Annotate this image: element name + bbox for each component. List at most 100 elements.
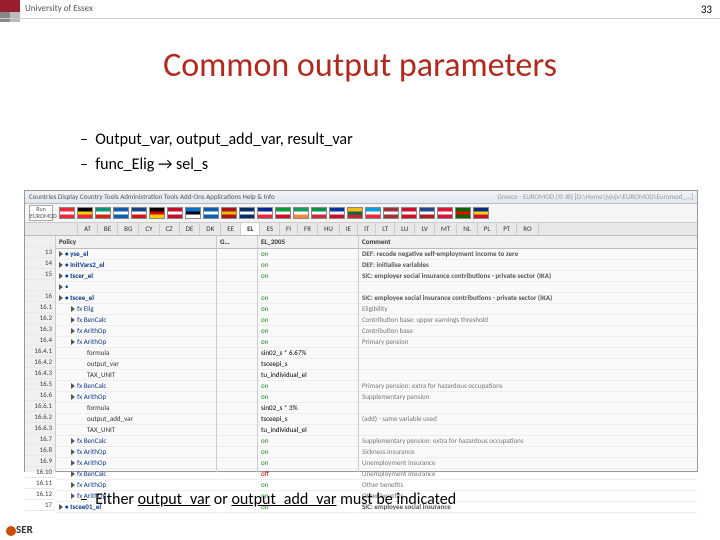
- country-tab[interactable]: IE: [340, 223, 358, 235]
- country-tab[interactable]: EE: [221, 223, 241, 235]
- policy-cell[interactable]: fx BenCalc: [56, 381, 216, 392]
- el-cell[interactable]: tu_individual_el: [258, 370, 358, 381]
- country-flag[interactable]: [347, 207, 363, 219]
- country-tab[interactable]: IT: [358, 223, 376, 235]
- el-cell[interactable]: on: [258, 381, 358, 392]
- country-tab[interactable]: LU: [395, 223, 415, 235]
- policy-cell[interactable]: fx ArithOp: [56, 326, 216, 337]
- country-flag[interactable]: [365, 207, 381, 219]
- policy-cell[interactable]: •: [56, 282, 216, 293]
- country-flag[interactable]: [455, 207, 471, 219]
- country-tab[interactable]: BE: [98, 223, 118, 235]
- country-tab[interactable]: FI: [280, 223, 298, 235]
- menubar-items[interactable]: Countries Display Country Tools Administ…: [29, 192, 275, 201]
- policy-cell[interactable]: fx BenCalc: [56, 315, 216, 326]
- country-tab[interactable]: LV: [415, 223, 434, 235]
- policy-cell[interactable]: fx ArithOp: [56, 337, 216, 348]
- country-tab[interactable]: FR: [298, 223, 318, 235]
- el-cell[interactable]: on: [258, 326, 358, 337]
- country-flag[interactable]: [113, 207, 129, 219]
- el-cell[interactable]: on: [258, 392, 358, 403]
- el-cell[interactable]: on: [258, 458, 358, 469]
- country-flag[interactable]: [59, 207, 75, 219]
- country-flag[interactable]: [203, 207, 219, 219]
- country-flag[interactable]: [77, 207, 93, 219]
- country-flag[interactable]: [149, 207, 165, 219]
- country-tab[interactable]: [65, 223, 78, 235]
- country-tab[interactable]: NL: [457, 223, 477, 235]
- el2005-column[interactable]: EL_2005 ononononononononsin02_s * 6.67%t…: [258, 236, 359, 472]
- el-cell[interactable]: on: [258, 260, 358, 271]
- country-flag[interactable]: [329, 207, 345, 219]
- country-tab[interactable]: RO: [517, 223, 538, 235]
- el-cell[interactable]: off: [258, 469, 358, 480]
- el-cell[interactable]: [258, 282, 358, 293]
- el-cell[interactable]: tsceepi_s: [258, 414, 358, 425]
- policy-cell[interactable]: fx ArithOp: [56, 447, 216, 458]
- el-cell[interactable]: tu_individual_el: [258, 425, 358, 436]
- el-cell[interactable]: on: [258, 337, 358, 348]
- policy-column[interactable]: Policy • yse_el• InitVars2_el• tscer_el•…: [56, 236, 217, 472]
- country-flag[interactable]: [131, 207, 147, 219]
- policy-cell[interactable]: TAX_UNIT: [56, 425, 216, 436]
- policy-cell[interactable]: fx Elig: [56, 304, 216, 315]
- el-cell[interactable]: on: [258, 436, 358, 447]
- comment-column[interactable]: Comment DEF: recode negative self-employ…: [359, 236, 697, 472]
- country-tab[interactable]: LT: [376, 223, 395, 235]
- country-flag[interactable]: [473, 207, 489, 219]
- country-tab[interactable]: PL: [478, 223, 498, 235]
- country-tab[interactable]: BG: [118, 223, 139, 235]
- policy-cell[interactable]: • InitVars2_el: [56, 260, 216, 271]
- el-cell[interactable]: on: [258, 315, 358, 326]
- country-tab[interactable]: ES: [260, 223, 280, 235]
- country-flag[interactable]: [185, 207, 201, 219]
- country-flag[interactable]: [167, 207, 183, 219]
- el-cell[interactable]: on: [258, 304, 358, 315]
- policy-cell[interactable]: formula: [56, 348, 216, 359]
- country-flag[interactable]: [239, 207, 255, 219]
- country-flag[interactable]: [293, 207, 309, 219]
- country-tab[interactable]: MT: [435, 223, 457, 235]
- policy-cell[interactable]: • yse_el: [56, 249, 216, 260]
- run-euromod-button[interactable]: Run EUROMOD: [29, 205, 53, 221]
- el-cell[interactable]: on: [258, 271, 358, 282]
- policy-cell[interactable]: fx BenCalc: [56, 469, 216, 480]
- country-flag[interactable]: [275, 207, 291, 219]
- country-flag[interactable]: [437, 207, 453, 219]
- country-tab[interactable]: AT: [78, 223, 98, 235]
- country-tab[interactable]: HU: [318, 223, 340, 235]
- country-flag[interactable]: [311, 207, 327, 219]
- country-flag[interactable]: [95, 207, 111, 219]
- policy-cell[interactable]: output_var: [56, 359, 216, 370]
- country-flag-bar[interactable]: Run EUROMOD: [25, 204, 697, 223]
- country-tab[interactable]: CZ: [160, 223, 180, 235]
- country-flag[interactable]: [257, 207, 273, 219]
- country-flag[interactable]: [383, 207, 399, 219]
- policy-cell[interactable]: fx ArithOp: [56, 392, 216, 403]
- el-cell[interactable]: on: [258, 249, 358, 260]
- el-cell[interactable]: on: [258, 293, 358, 304]
- policy-cell[interactable]: TAX_UNIT: [56, 370, 216, 381]
- policy-cell[interactable]: • tscee_el: [56, 293, 216, 304]
- country-tab[interactable]: DK: [200, 223, 221, 235]
- el-cell[interactable]: on: [258, 447, 358, 458]
- el-cell[interactable]: tsceepi_s: [258, 359, 358, 370]
- country-tab[interactable]: CY: [139, 223, 159, 235]
- el-cell[interactable]: sin02_s * 6.67%: [258, 348, 358, 359]
- country-tab[interactable]: PT: [497, 223, 517, 235]
- country-tab[interactable]: EL: [241, 223, 260, 235]
- el-cell[interactable]: sin02_s * 3%: [258, 403, 358, 414]
- country-tab-bar[interactable]: ATBEBGCYCZDEDKEEELESFIFRHUIEITLTLULVMTNL…: [25, 223, 697, 236]
- policy-cell[interactable]: output_add_var: [56, 414, 216, 425]
- policy-cell[interactable]: fx ArithOp: [56, 458, 216, 469]
- app-menubar[interactable]: Countries Display Country Tools Administ…: [25, 191, 697, 204]
- policy-grid[interactable]: 1314151616.116.216.316.416.4.116.4.216.4…: [25, 236, 697, 472]
- country-flag[interactable]: [401, 207, 417, 219]
- country-flag[interactable]: [221, 207, 237, 219]
- country-tab[interactable]: DE: [180, 223, 201, 235]
- group-column[interactable]: G…: [217, 236, 258, 472]
- policy-cell[interactable]: fx BenCalc: [56, 436, 216, 447]
- policy-cell[interactable]: • tscer_el: [56, 271, 216, 282]
- policy-cell[interactable]: formula: [56, 403, 216, 414]
- country-flag[interactable]: [419, 207, 435, 219]
